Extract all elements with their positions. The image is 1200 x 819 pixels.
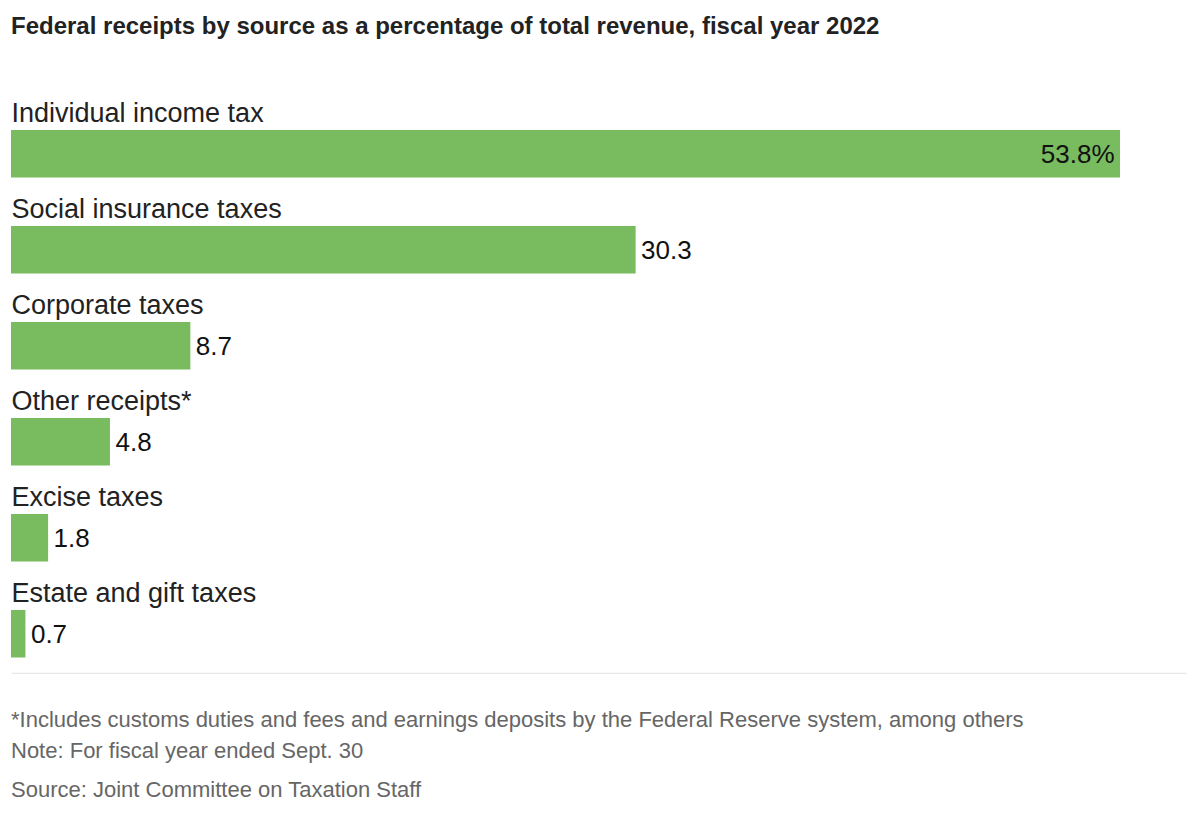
html-text:Federal receipts by source as: Federal receipts by source as a percenta… bbox=[11, 12, 880, 39]
svg-text:Other receipts*: Other receipts* bbox=[12, 386, 193, 416]
html-text:*Includes customs duties and f: *Includes customs duties and fees and ea… bbox=[11, 707, 1024, 732]
html-text:Note: For fiscal year ended Se: Note: For fiscal year ended Sept. 30 bbox=[11, 738, 364, 763]
svg-text:Excise taxes: Excise taxes bbox=[12, 482, 164, 512]
svg-text:4.8: 4.8 bbox=[115, 427, 151, 457]
svg-text:30.3: 30.3 bbox=[641, 235, 692, 265]
svg-text:Individual income tax: Individual income tax bbox=[12, 98, 265, 128]
svg-text:53.8%: 53.8% bbox=[1041, 139, 1115, 169]
svg-text:Estate and gift taxes: Estate and gift taxes bbox=[12, 578, 257, 608]
svg-text:0.7: 0.7 bbox=[31, 619, 67, 649]
svg-text:1.8: 1.8 bbox=[54, 523, 90, 553]
svg-text:Corporate taxes: Corporate taxes bbox=[12, 290, 204, 320]
html-text:Source: Joint Committee on Tax: Source: Joint Committee on Taxation Staf… bbox=[11, 777, 422, 802]
svg-text:8.7: 8.7 bbox=[196, 331, 232, 361]
svg-text:Social insurance taxes: Social insurance taxes bbox=[12, 194, 282, 224]
